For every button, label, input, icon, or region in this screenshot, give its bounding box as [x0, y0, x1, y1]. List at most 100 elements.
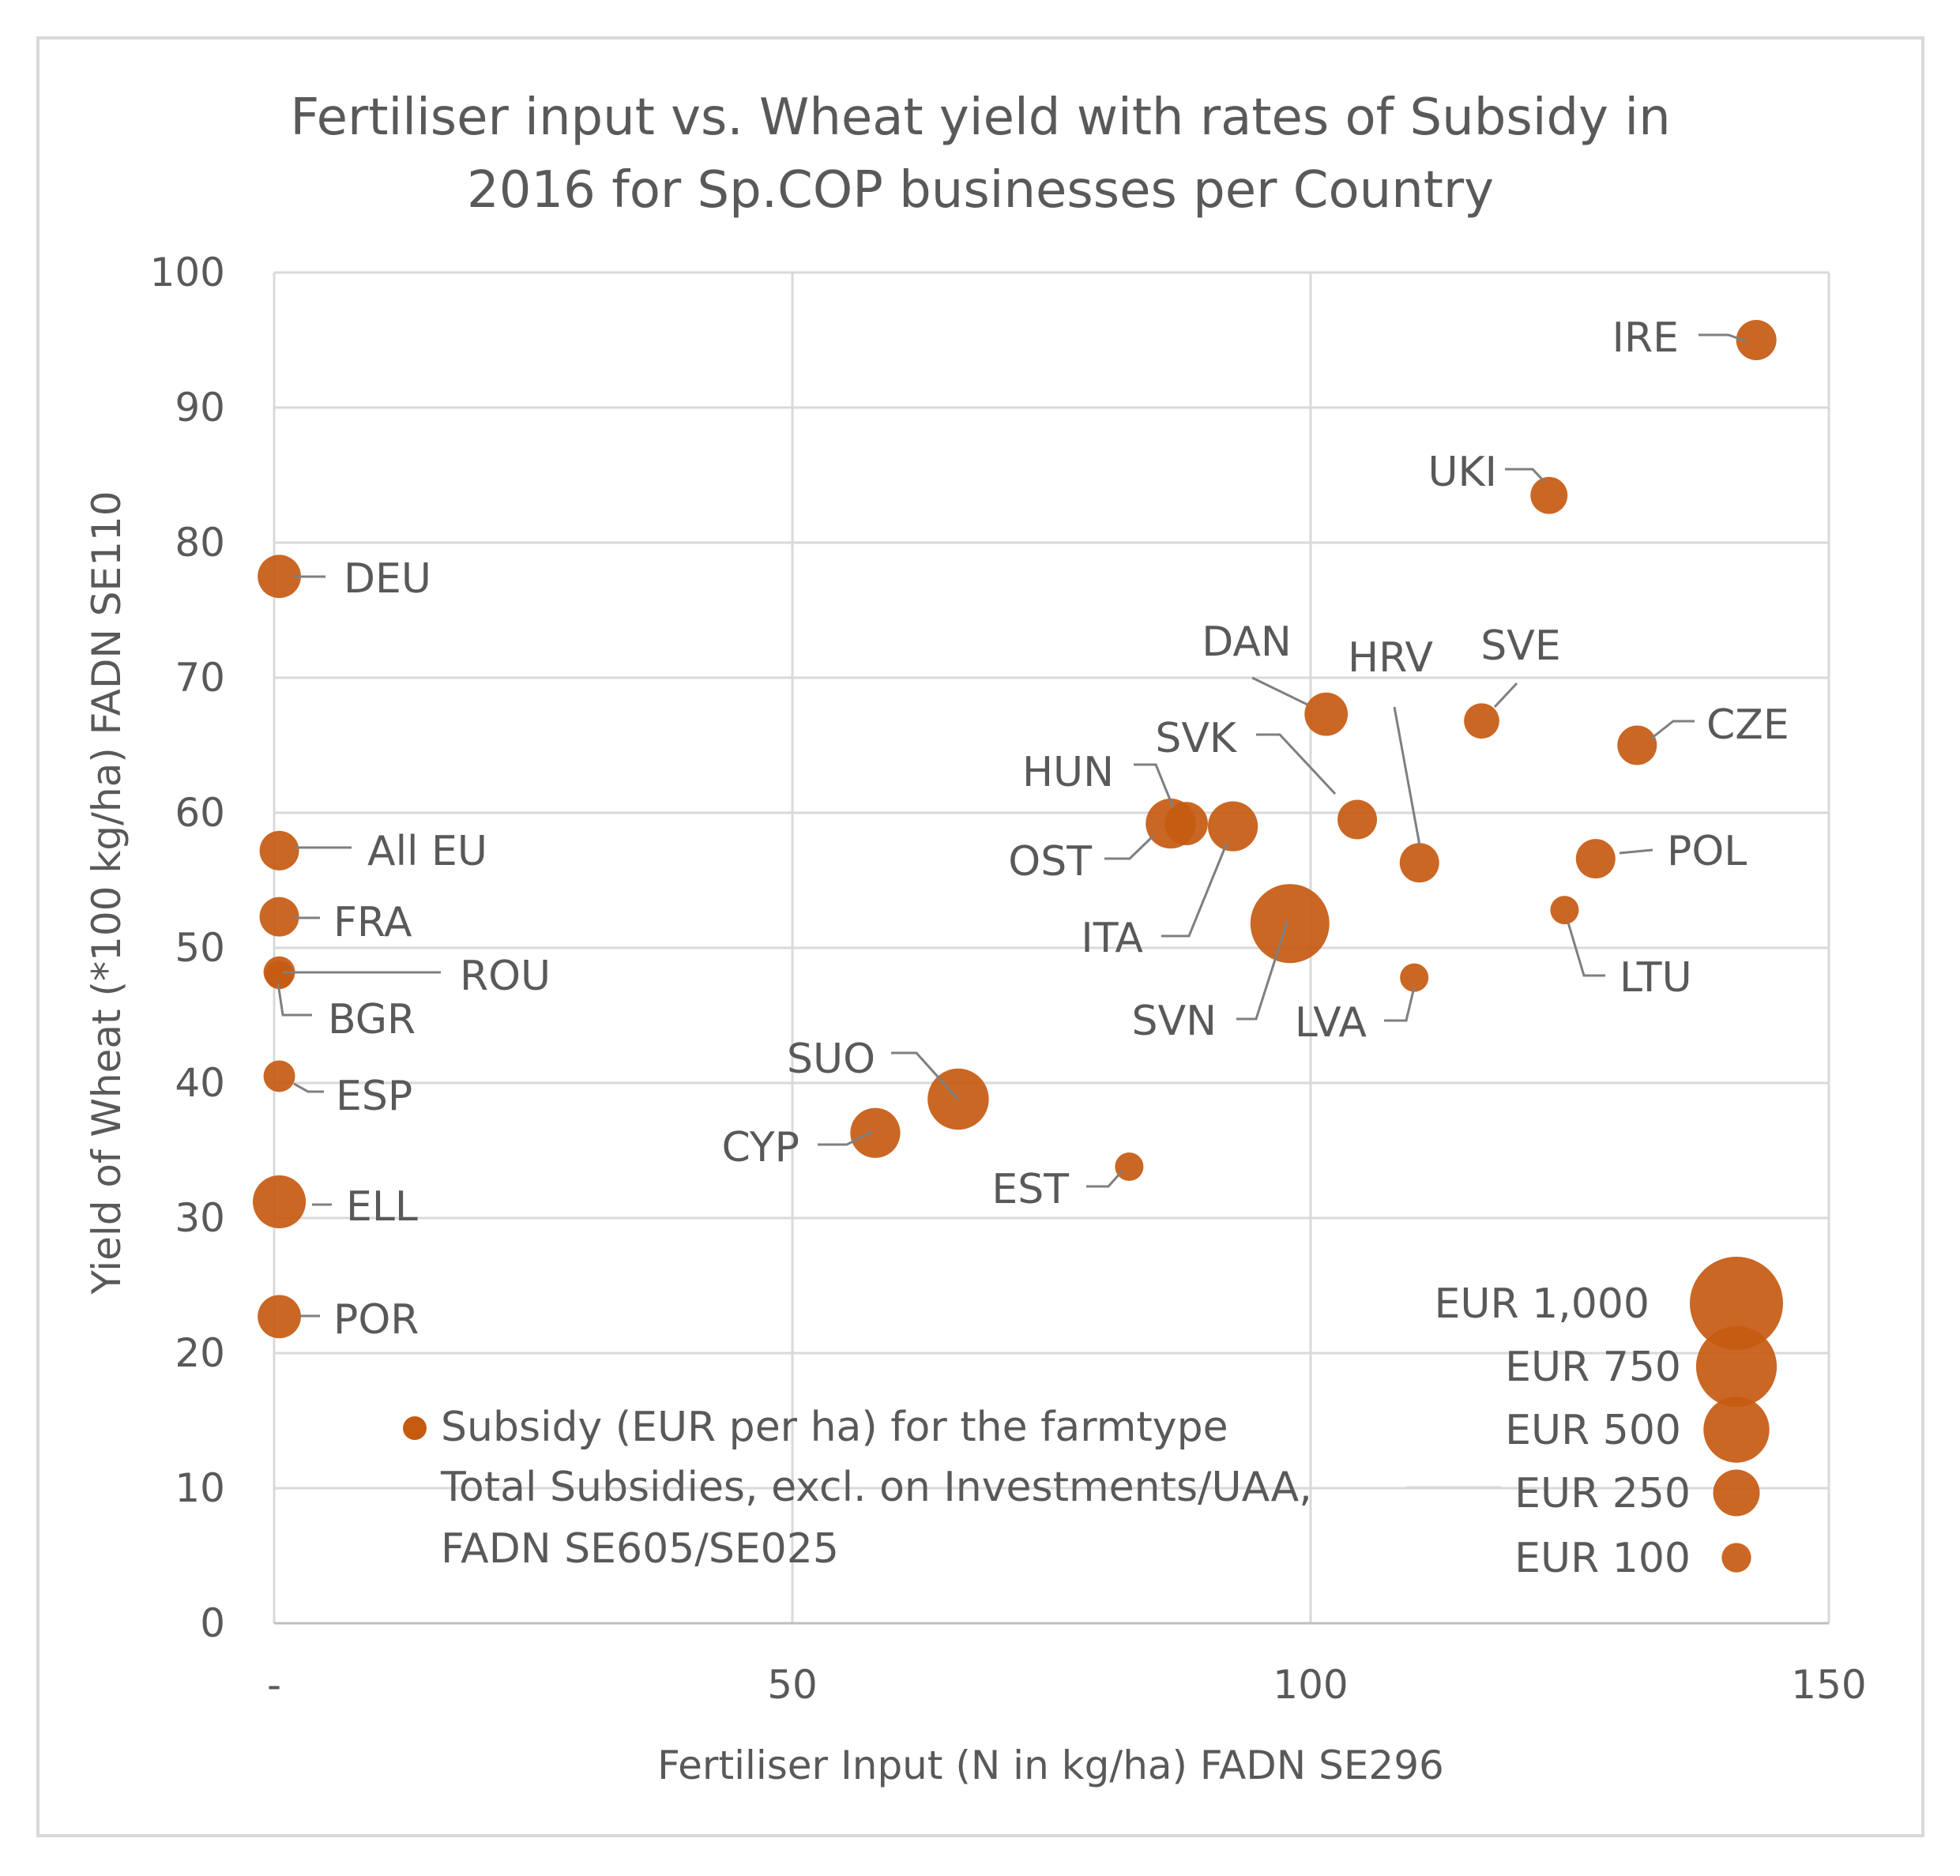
y-tick-label: 0 — [200, 1600, 225, 1646]
legend-line-2: Total Subsidies, excl. on Investments/UA… — [440, 1464, 1312, 1511]
bubble-svn — [1250, 884, 1330, 964]
leader-line — [1161, 842, 1228, 938]
point-label: BGR — [328, 996, 416, 1043]
bubble-deu — [258, 555, 301, 599]
bubble-pol — [1575, 839, 1616, 879]
bubble-fra — [259, 897, 299, 937]
bubble-cyp — [850, 1107, 901, 1158]
size-legend-label: EUR 250 — [1514, 1470, 1691, 1517]
chart-title-line-1: Fertiliser input vs. Wheat yield with ra… — [290, 88, 1670, 147]
legend-marker — [403, 1416, 427, 1440]
leader-line — [1567, 922, 1605, 977]
bubble-cze — [1617, 725, 1657, 765]
bubble-por — [258, 1295, 301, 1339]
x-tick-label: - — [267, 1662, 281, 1708]
y-tick-label: 100 — [150, 250, 225, 295]
size-legend-bubble — [1713, 1469, 1760, 1517]
size-legend-label: EUR 750 — [1505, 1344, 1681, 1391]
leader-line — [1104, 834, 1155, 860]
point-label: LVA — [1295, 999, 1367, 1047]
y-tick-label: 10 — [175, 1465, 225, 1511]
size-legend-bubble — [1703, 1397, 1770, 1463]
point-label: ITA — [1081, 915, 1143, 962]
bubble-hrv — [1399, 843, 1439, 883]
bubble-esp — [263, 1060, 295, 1092]
bubble-dan — [1304, 692, 1349, 736]
point-label: CZE — [1706, 701, 1789, 749]
legend-line-3: FADN SE605/SE025 — [441, 1525, 839, 1573]
point-labels: IRE UKI DEU DAN SVE CZE SVK HUN OST ITA HRV POL LTU S… — [328, 314, 1789, 1344]
leader-line — [1134, 763, 1175, 808]
leader-line — [293, 1082, 324, 1093]
point-label: SVK — [1155, 715, 1238, 762]
chart-frame — [36, 36, 1924, 1837]
legend: Subsidy (EUR per ha) for the farmtype To… — [403, 1404, 1312, 1573]
bubble-bgr — [265, 961, 294, 990]
x-tick-label: 100 — [1273, 1662, 1348, 1708]
leader-line — [1650, 720, 1695, 740]
y-tick-label: 30 — [175, 1195, 225, 1241]
point-label: CYP — [721, 1124, 799, 1171]
y-tick-label: 40 — [175, 1060, 225, 1106]
point-label: DAN — [1202, 618, 1292, 666]
leader-line — [1505, 468, 1546, 483]
size-legend-label: EUR 500 — [1505, 1407, 1681, 1454]
point-label: POL — [1667, 828, 1747, 875]
point-label: DEU — [344, 555, 431, 603]
leader-line — [1393, 706, 1421, 846]
size-legend: EUR 1,000 EUR 750 EUR 500 EUR 250 EUR 100 — [1406, 1257, 1783, 1582]
leader-line — [1251, 676, 1308, 706]
bubble-ltu — [1550, 896, 1579, 925]
leader-line — [1493, 682, 1518, 709]
point-label: SUO — [787, 1036, 875, 1083]
bubble-ost — [1146, 799, 1196, 849]
leader-line — [1256, 733, 1337, 795]
point-label: ELL — [346, 1183, 418, 1231]
point-label: POR — [333, 1296, 419, 1344]
point-label: UKI — [1428, 449, 1498, 496]
size-legend-bubble — [1690, 1257, 1783, 1350]
leader-line — [818, 1130, 874, 1146]
bubble-all-eu — [259, 830, 299, 870]
leader-line — [1384, 987, 1416, 1022]
bubble-ire — [1736, 320, 1777, 360]
y-tick-label: 80 — [175, 520, 225, 566]
point-label: HRV — [1348, 634, 1433, 682]
x-tick-label: 150 — [1791, 1662, 1866, 1708]
size-legend-bubble — [1695, 1325, 1778, 1408]
y-tick-label: 70 — [175, 655, 225, 701]
leader-line — [891, 1051, 960, 1101]
y-tick-label: 60 — [175, 790, 225, 836]
x-tick-label: 50 — [767, 1662, 818, 1708]
gridlines — [273, 271, 1830, 1623]
bubble-svk — [1337, 799, 1378, 840]
y-tick-label: 90 — [175, 385, 225, 430]
leader-lines — [277, 333, 1747, 1318]
bubble-uki — [1530, 476, 1568, 514]
bubble-lva — [1400, 963, 1429, 992]
point-label: ESP — [336, 1073, 412, 1120]
point-label: OST — [1008, 838, 1092, 885]
leader-line — [277, 983, 312, 1017]
leader-line — [1619, 848, 1653, 855]
point-label: SVN — [1132, 998, 1217, 1045]
point-label: HUN — [1022, 749, 1114, 796]
bubble-ita — [1207, 801, 1258, 852]
axes: 0 10 20 30 40 50 60 70 80 90 100 - 50 100 150 — [150, 250, 1867, 1708]
point-label: LTU — [1620, 954, 1692, 1002]
legend-line-1: Subsidy (EUR per ha) for the farmtype — [441, 1404, 1228, 1451]
point-label: EST — [991, 1166, 1069, 1213]
point-label: SVE — [1480, 622, 1560, 670]
leader-line — [1086, 1170, 1123, 1188]
y-axis-title: Yield of Wheat (*100 kg/ha) FADN SE110 — [84, 491, 130, 1295]
size-legend-label: EUR 1,000 — [1435, 1280, 1650, 1328]
bubble-est — [1115, 1152, 1144, 1182]
bubble-sve — [1464, 703, 1499, 739]
y-tick-label: 50 — [175, 925, 225, 971]
chart-title-line-2: 2016 for Sp.COP businesses per Country — [467, 161, 1494, 220]
size-legend-bubble — [1721, 1543, 1751, 1573]
bubbles — [253, 320, 1777, 1339]
leader-line — [1699, 333, 1747, 343]
